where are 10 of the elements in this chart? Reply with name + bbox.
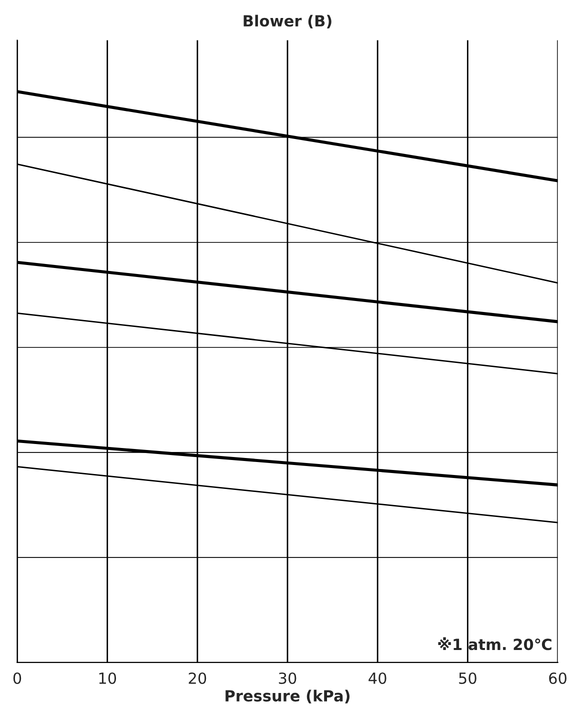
x-tick-label: 50: [459, 672, 476, 684]
x-tick-label: 60: [549, 672, 566, 684]
x-axis-title: Pressure (kPa): [226, 690, 350, 704]
x-tick-label: 30: [278, 672, 296, 684]
x-tick-label: 40: [368, 672, 386, 684]
x-tick-label: 20: [188, 672, 206, 684]
x-tick-label: 0: [13, 672, 22, 684]
x-tick-label: 10: [99, 672, 116, 684]
chart-title: Blower (B): [244, 14, 332, 28]
annotation: ※1 atm. 20℃: [438, 637, 552, 650]
